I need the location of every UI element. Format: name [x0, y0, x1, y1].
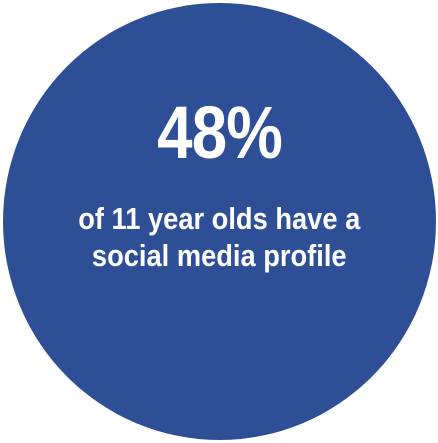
stat-caption-line-2: social media profile	[92, 238, 347, 273]
stat-value: 48%	[157, 91, 283, 174]
stat-circle: 48% of 11 year olds have a social media …	[3, 3, 436, 440]
stat-caption: of 11 year olds have a social media prof…	[78, 200, 360, 274]
stat-caption-line-1: of 11 year olds have a	[78, 201, 361, 236]
